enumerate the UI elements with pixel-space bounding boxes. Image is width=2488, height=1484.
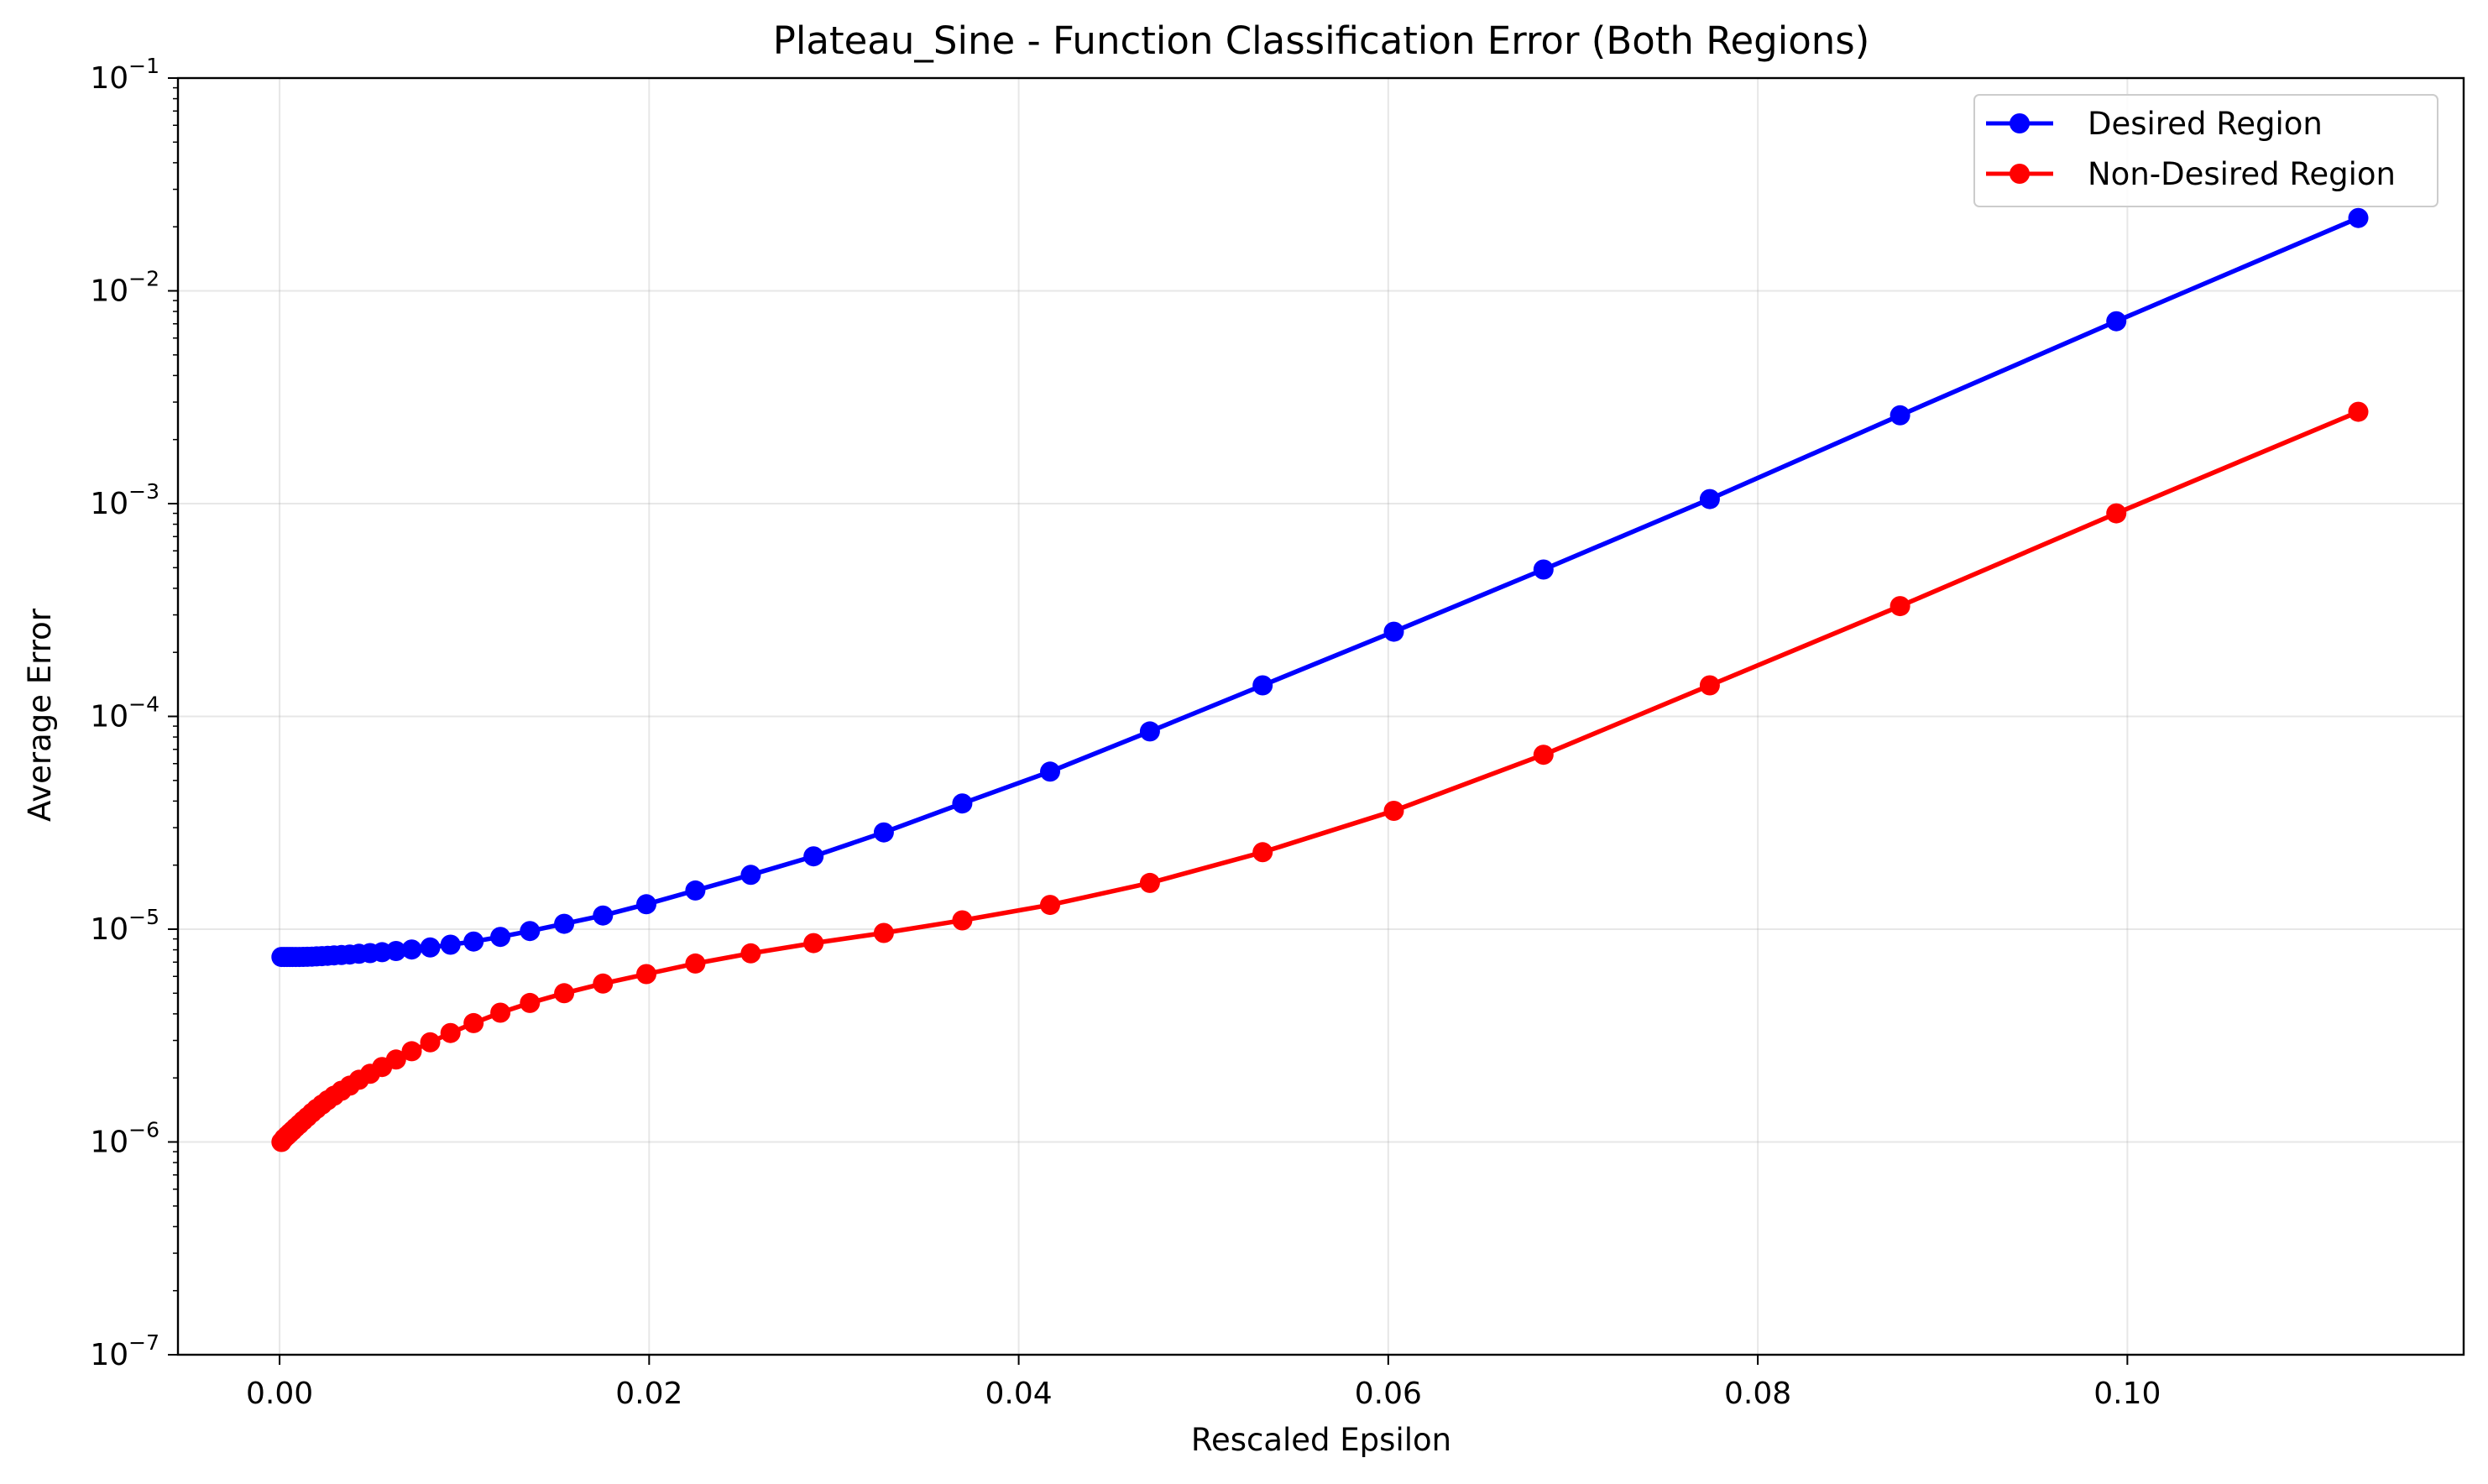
data-point-0 bbox=[1040, 761, 1060, 782]
data-point-1 bbox=[1252, 842, 1273, 863]
legend: Desired Region Non-Desired Region bbox=[1973, 94, 2438, 207]
legend-frame bbox=[1973, 94, 2438, 207]
data-point-0 bbox=[385, 941, 406, 961]
legend-label-desired: Desired Region bbox=[2088, 106, 2323, 142]
x-tick-label: 0.00 bbox=[246, 1377, 313, 1411]
legend-marker-desired bbox=[2010, 113, 2030, 133]
data-point-1 bbox=[1383, 801, 1404, 821]
legend-label-non-desired: Non-Desired Region bbox=[2088, 156, 2396, 192]
x-axis-label: Rescaled Epsilon bbox=[1191, 1422, 1451, 1458]
x-tick-label: 0.10 bbox=[2093, 1377, 2161, 1411]
data-point-1 bbox=[1139, 872, 1160, 893]
data-point-0 bbox=[440, 934, 461, 955]
data-point-1 bbox=[2106, 503, 2127, 524]
data-point-1 bbox=[520, 992, 541, 1013]
x-tick-label: 0.02 bbox=[615, 1377, 682, 1411]
data-point-0 bbox=[2106, 311, 2127, 332]
data-point-0 bbox=[740, 865, 761, 886]
data-point-0 bbox=[420, 937, 441, 958]
data-point-1 bbox=[490, 1002, 511, 1023]
legend-marker-non-desired bbox=[2010, 164, 2030, 184]
data-point-1 bbox=[803, 933, 824, 954]
data-point-1 bbox=[685, 953, 706, 974]
data-point-1 bbox=[1890, 596, 1910, 617]
data-point-1 bbox=[554, 983, 575, 1004]
data-point-0 bbox=[1533, 559, 1554, 580]
data-point-1 bbox=[593, 973, 614, 994]
data-point-0 bbox=[803, 846, 824, 867]
data-point-1 bbox=[440, 1022, 461, 1043]
data-point-0 bbox=[1252, 675, 1273, 696]
data-point-1 bbox=[740, 943, 761, 964]
data-point-0 bbox=[685, 880, 706, 901]
data-point-0 bbox=[952, 793, 973, 814]
x-tick-label: 0.04 bbox=[985, 1377, 1053, 1411]
data-point-1 bbox=[1699, 675, 1720, 696]
data-point-0 bbox=[1139, 721, 1160, 742]
x-tick-label: 0.08 bbox=[1724, 1377, 1791, 1411]
data-point-1 bbox=[873, 922, 894, 943]
series-layer bbox=[271, 207, 2369, 1152]
data-point-0 bbox=[873, 822, 894, 843]
data-point-0 bbox=[401, 939, 422, 960]
data-point-1 bbox=[463, 1012, 484, 1033]
data-point-0 bbox=[636, 894, 656, 915]
data-point-0 bbox=[554, 913, 575, 934]
data-point-1 bbox=[1040, 895, 1060, 916]
data-point-0 bbox=[593, 905, 614, 926]
x-axis: 0.00 0.02 0.04 0.06 0.08 0.10 bbox=[246, 1355, 2161, 1411]
data-point-0 bbox=[1890, 405, 1910, 426]
data-point-1 bbox=[401, 1041, 422, 1062]
y-tick-label: 10−3 bbox=[90, 479, 159, 521]
data-point-0 bbox=[463, 931, 484, 952]
data-point-0 bbox=[1383, 621, 1404, 642]
data-point-0 bbox=[520, 921, 541, 942]
x-tick-label: 0.06 bbox=[1355, 1377, 1422, 1411]
data-point-0 bbox=[2348, 207, 2369, 228]
data-point-1 bbox=[952, 910, 973, 931]
data-point-0 bbox=[1699, 489, 1720, 509]
data-point-0 bbox=[490, 927, 511, 948]
data-point-1 bbox=[1533, 745, 1554, 766]
chart-title: Plateau_Sine - Function Classification E… bbox=[773, 18, 1870, 63]
data-point-1 bbox=[385, 1049, 406, 1070]
data-point-1 bbox=[636, 964, 656, 985]
y-axis-label: Average Error bbox=[22, 608, 58, 822]
data-point-1 bbox=[420, 1032, 441, 1053]
data-point-1 bbox=[2348, 401, 2369, 422]
